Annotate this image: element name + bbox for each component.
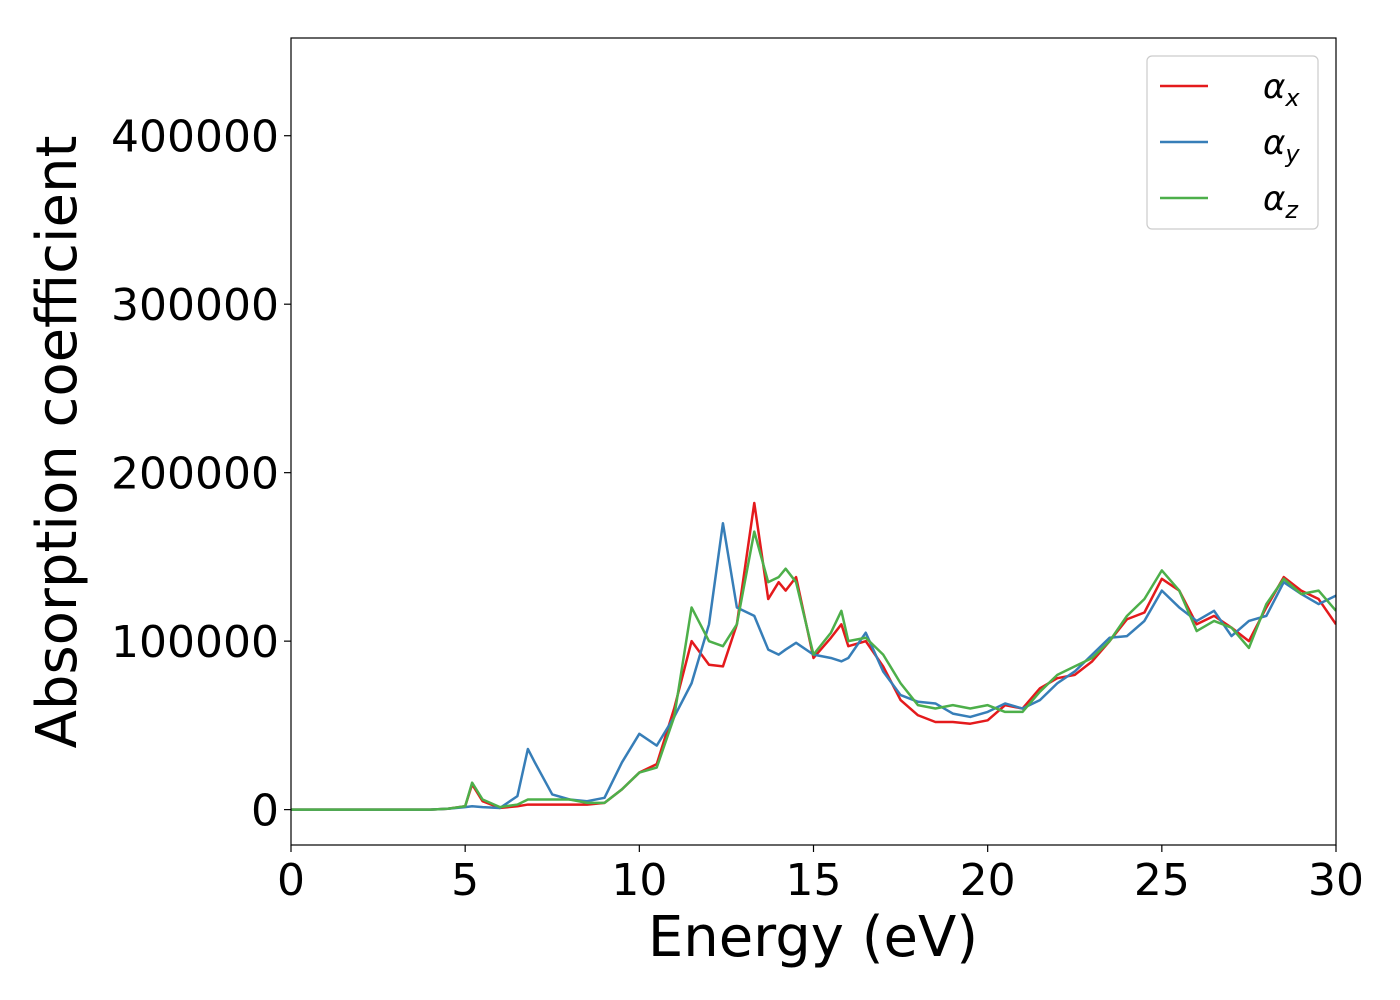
legend-subscript: y <box>1284 140 1300 168</box>
legend-subscript: x <box>1284 84 1300 112</box>
y-axis-label: Absorption coefficient <box>25 136 90 749</box>
x-tick-label: 15 <box>786 855 842 906</box>
y-tick-label: 200000 <box>111 449 279 500</box>
y-tick-label: 400000 <box>111 112 279 163</box>
data-line <box>291 521 1336 811</box>
legend-label: αy <box>1263 123 1300 168</box>
data-line <box>291 530 1336 811</box>
x-tick-label: 10 <box>611 855 667 906</box>
x-tick-label: 25 <box>1134 855 1190 906</box>
y-tick-label: 100000 <box>111 617 279 668</box>
x-tick-label: 0 <box>277 855 305 906</box>
y-tick-label: 0 <box>251 786 279 837</box>
x-tick-label: 20 <box>960 855 1016 906</box>
x-axis-label: Energy (eV) <box>648 905 978 970</box>
x-tick-label: 5 <box>451 855 479 906</box>
legend-label: αx <box>1263 67 1300 112</box>
legend-symbol: α <box>1263 179 1285 219</box>
legend-frame <box>1146 55 1319 230</box>
x-tick-label: 30 <box>1308 855 1364 906</box>
legend-symbol: α <box>1263 123 1285 163</box>
legend-label: αz <box>1263 179 1299 224</box>
data-line <box>291 501 1336 811</box>
plot-frame <box>290 37 1337 846</box>
legend-subscript: z <box>1284 196 1299 224</box>
legend-symbol: α <box>1263 67 1285 107</box>
y-tick-label: 300000 <box>111 280 279 331</box>
